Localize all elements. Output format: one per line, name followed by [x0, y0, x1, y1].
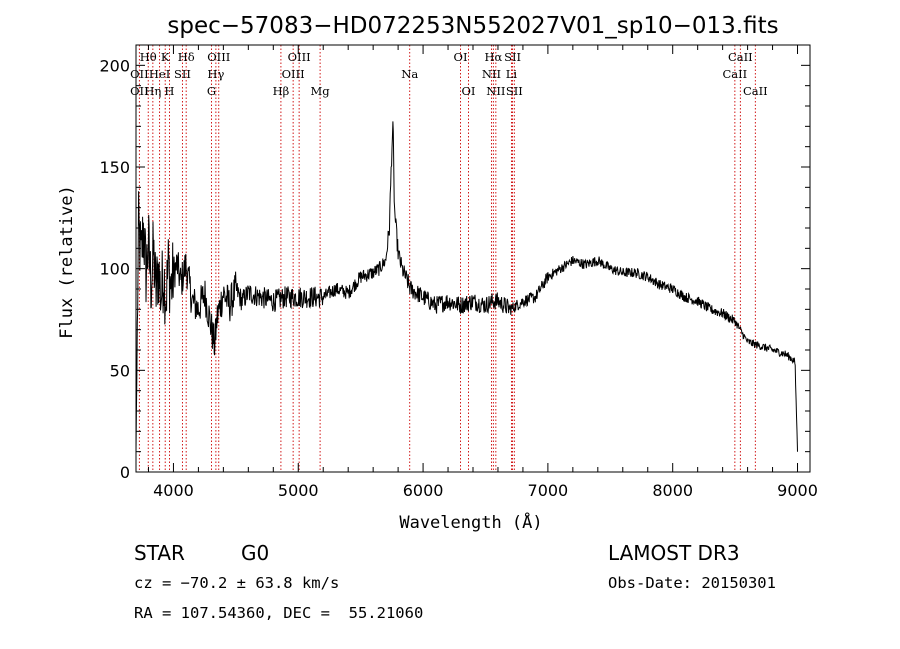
y-tick-label-100: 100: [99, 260, 130, 279]
reference-lines: [138, 45, 756, 472]
x-tick-label-9000: 9000: [777, 481, 818, 500]
coordinates: RA = 107.54360, DEC = 55.21060: [134, 604, 424, 622]
line-label-19: Hη: [144, 84, 161, 98]
obs-date: Obs-Date: 20150301: [608, 574, 776, 592]
line-label-22: Hβ: [273, 84, 290, 98]
y-axis-ticks: 0 50 100 150 200: [99, 56, 810, 482]
x-tick-label-4000: 4000: [153, 481, 194, 500]
line-label-24: OI: [462, 84, 476, 98]
x-tick-label-5000: 5000: [278, 481, 319, 500]
spectrum-series-line: [135, 121, 798, 452]
object-class: STAR: [134, 541, 185, 565]
x-axis-label: Wavelength (Å): [399, 511, 542, 533]
y-tick-label-0: 0: [120, 463, 130, 482]
redshift-text: cz = −70.2 ± 63.8 km/s: [134, 574, 340, 592]
line-label-26: SII: [506, 84, 523, 98]
plot-frame: [135, 44, 811, 473]
line-label-14: Na: [401, 67, 418, 81]
line-label-1: K: [161, 50, 170, 64]
y-tick-label-150: 150: [99, 158, 130, 177]
y-tick-label-50: 50: [110, 361, 130, 380]
line-label-15: NII: [482, 67, 501, 81]
line-label-21: G: [207, 84, 216, 98]
x-tick-label-6000: 6000: [403, 481, 444, 500]
y-tick-label-200: 200: [99, 56, 130, 75]
line-label-13: OIII: [282, 67, 305, 81]
line-label-5: OI: [454, 50, 468, 64]
line-label-27: CaII: [743, 84, 768, 98]
line-label-18: OII: [130, 84, 149, 98]
line-label-16: Li: [506, 67, 518, 81]
line-label-7: SII: [504, 50, 521, 64]
line-label-11: SII: [174, 67, 191, 81]
line-label-0: Hθ: [140, 50, 157, 64]
line-label-3: OIII: [207, 50, 230, 64]
chart-title: spec−57083−HD072253N552027V01_sp10−013.f…: [167, 13, 778, 39]
line-label-8: CaII: [728, 50, 753, 64]
line-label-20: H: [164, 84, 174, 98]
line-label-23: Mg: [311, 84, 331, 98]
x-axis-ticks: 4000 5000 6000 7000 8000 9000: [147, 45, 818, 500]
line-label-17: CaII: [722, 67, 747, 81]
line-label-25: NII: [486, 84, 505, 98]
line-label-4: OIII: [288, 50, 311, 64]
line-label-6: Hα: [484, 50, 502, 64]
y-axis-label: Flux (relative): [57, 185, 77, 339]
survey-name: LAMOST DR3: [608, 541, 740, 565]
line-label-10: HeI: [149, 67, 170, 81]
line-label-9: OII: [130, 67, 149, 81]
line-label-12: Hγ: [207, 67, 224, 81]
x-tick-label-8000: 8000: [652, 481, 693, 500]
object-subclass: G0: [241, 541, 270, 565]
line-label-2: Hδ: [178, 50, 195, 64]
x-tick-label-7000: 7000: [528, 481, 569, 500]
